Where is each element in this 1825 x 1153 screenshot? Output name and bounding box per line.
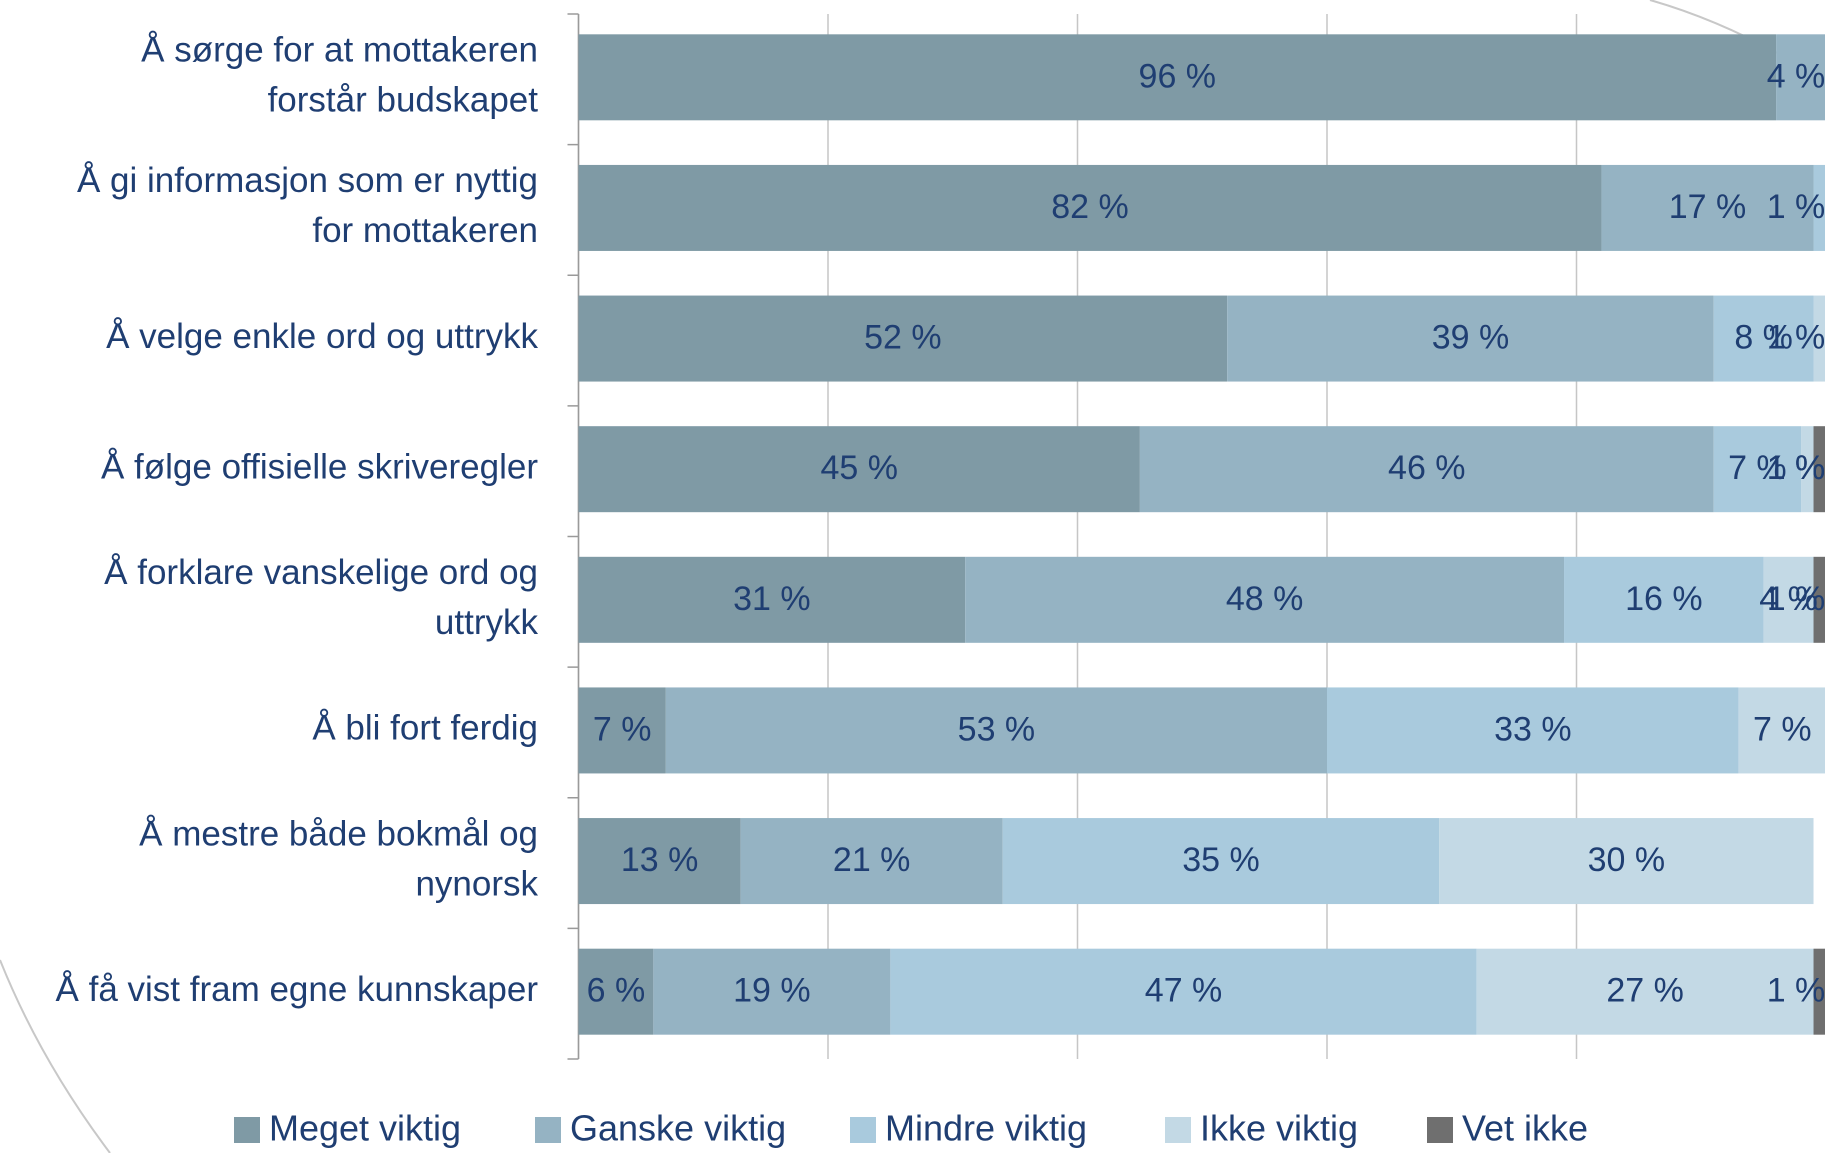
bar-segment xyxy=(1227,295,1714,382)
data-label: 82 % xyxy=(1051,188,1129,226)
category-label: Å velge enkle ord og uttrykk xyxy=(106,317,538,356)
legend-swatch xyxy=(535,1117,561,1143)
category-label: Å forklare vanskelige ord og xyxy=(104,553,538,592)
bar-segment xyxy=(1139,426,1714,513)
legend-label: Ganske viktig xyxy=(570,1108,786,1149)
data-label: 47 % xyxy=(1145,972,1223,1010)
data-label: 30 % xyxy=(1588,841,1666,879)
category-label: Å mestre både bokmål og xyxy=(139,814,538,853)
bar-segment xyxy=(1813,556,1825,643)
bar-segment xyxy=(890,948,1477,1035)
category-label: uttrykk xyxy=(435,603,539,642)
category-label: Å bli fort ferdig xyxy=(312,709,538,748)
bar-segment xyxy=(1564,556,1764,643)
legend-label: Mindre viktig xyxy=(885,1108,1087,1149)
category-label: forstår budskapet xyxy=(268,81,539,120)
data-label: 4 % xyxy=(1759,580,1818,618)
bar-segment xyxy=(1601,164,1814,251)
bar-segment xyxy=(578,556,966,643)
bar-segment xyxy=(578,34,1777,121)
data-label: 7 % xyxy=(593,710,652,748)
bar-segment xyxy=(1813,164,1825,251)
category-label: Å få vist fram egne kunnskaper xyxy=(56,970,539,1009)
category-label: Å følge offisielle skriveregler xyxy=(101,447,538,486)
data-label: 7 % xyxy=(1728,449,1787,487)
data-label: 39 % xyxy=(1432,319,1510,357)
bar-segment xyxy=(1713,295,1814,382)
data-label: 1 % xyxy=(1767,188,1825,226)
data-label: 52 % xyxy=(864,319,942,357)
legend-swatch xyxy=(234,1117,260,1143)
data-label: 6 % xyxy=(587,972,646,1010)
data-label: 1 % xyxy=(1767,449,1825,487)
data-label: 27 % xyxy=(1606,972,1684,1010)
data-label: 13 % xyxy=(621,841,699,879)
bar-segment xyxy=(578,295,1228,382)
bar-segment xyxy=(1813,948,1825,1035)
category-label: nynorsk xyxy=(415,864,538,903)
legend-label: Vet ikke xyxy=(1462,1108,1588,1149)
bar-segment xyxy=(1801,426,1814,513)
category-label: Å gi informasjon som er nyttig xyxy=(77,161,538,200)
decoration xyxy=(0,959,111,1153)
data-label: 1 % xyxy=(1767,449,1825,487)
legend-label: Meget viktig xyxy=(269,1108,461,1149)
bar-segment xyxy=(1738,687,1825,774)
data-label: 53 % xyxy=(958,710,1036,748)
bar-segment xyxy=(1813,426,1825,513)
legend-swatch xyxy=(1427,1117,1453,1143)
data-label: 8 % xyxy=(1734,319,1793,357)
data-label: 35 % xyxy=(1182,841,1260,879)
category-label: for mottakeren xyxy=(312,211,538,250)
data-label: 7 % xyxy=(1753,710,1812,748)
data-label: 31 % xyxy=(733,580,811,618)
bar-segment xyxy=(1763,556,1814,643)
data-label: 1 % xyxy=(1767,319,1825,357)
bar-segment xyxy=(578,818,741,905)
data-label: 4 % xyxy=(1767,57,1825,95)
data-label: 16 % xyxy=(1625,580,1703,618)
bar-segment xyxy=(578,426,1140,513)
data-label: 46 % xyxy=(1388,449,1466,487)
data-label: 17 % xyxy=(1669,188,1747,226)
legend-swatch xyxy=(850,1117,876,1143)
data-label: 45 % xyxy=(820,449,898,487)
bar-segment xyxy=(653,948,891,1035)
bar-segment xyxy=(1327,687,1739,774)
data-label: 21 % xyxy=(833,841,911,879)
bar-segment xyxy=(665,687,1327,774)
bar-segment xyxy=(740,818,1003,905)
data-label: 33 % xyxy=(1494,710,1572,748)
data-label: 1 % xyxy=(1767,972,1825,1010)
bar-segment xyxy=(1002,818,1440,905)
bar-segment xyxy=(1776,34,1825,121)
bar-segment xyxy=(578,948,654,1035)
legend-label: Ikke viktig xyxy=(1200,1108,1358,1149)
data-label: 1 % xyxy=(1767,580,1825,618)
category-label: Å sørge for at mottakeren xyxy=(141,31,538,70)
bar-segment xyxy=(1813,295,1825,382)
legend-swatch xyxy=(1165,1117,1191,1143)
data-label: 19 % xyxy=(733,972,811,1010)
bar-segment xyxy=(1439,818,1814,905)
bar-segment xyxy=(578,164,1602,251)
bar-segment xyxy=(1713,426,1802,513)
bar-segment xyxy=(965,556,1565,643)
bar-segment xyxy=(578,687,666,774)
data-label: 48 % xyxy=(1226,580,1304,618)
data-label: 96 % xyxy=(1139,57,1217,95)
bar-segment xyxy=(1476,948,1814,1035)
